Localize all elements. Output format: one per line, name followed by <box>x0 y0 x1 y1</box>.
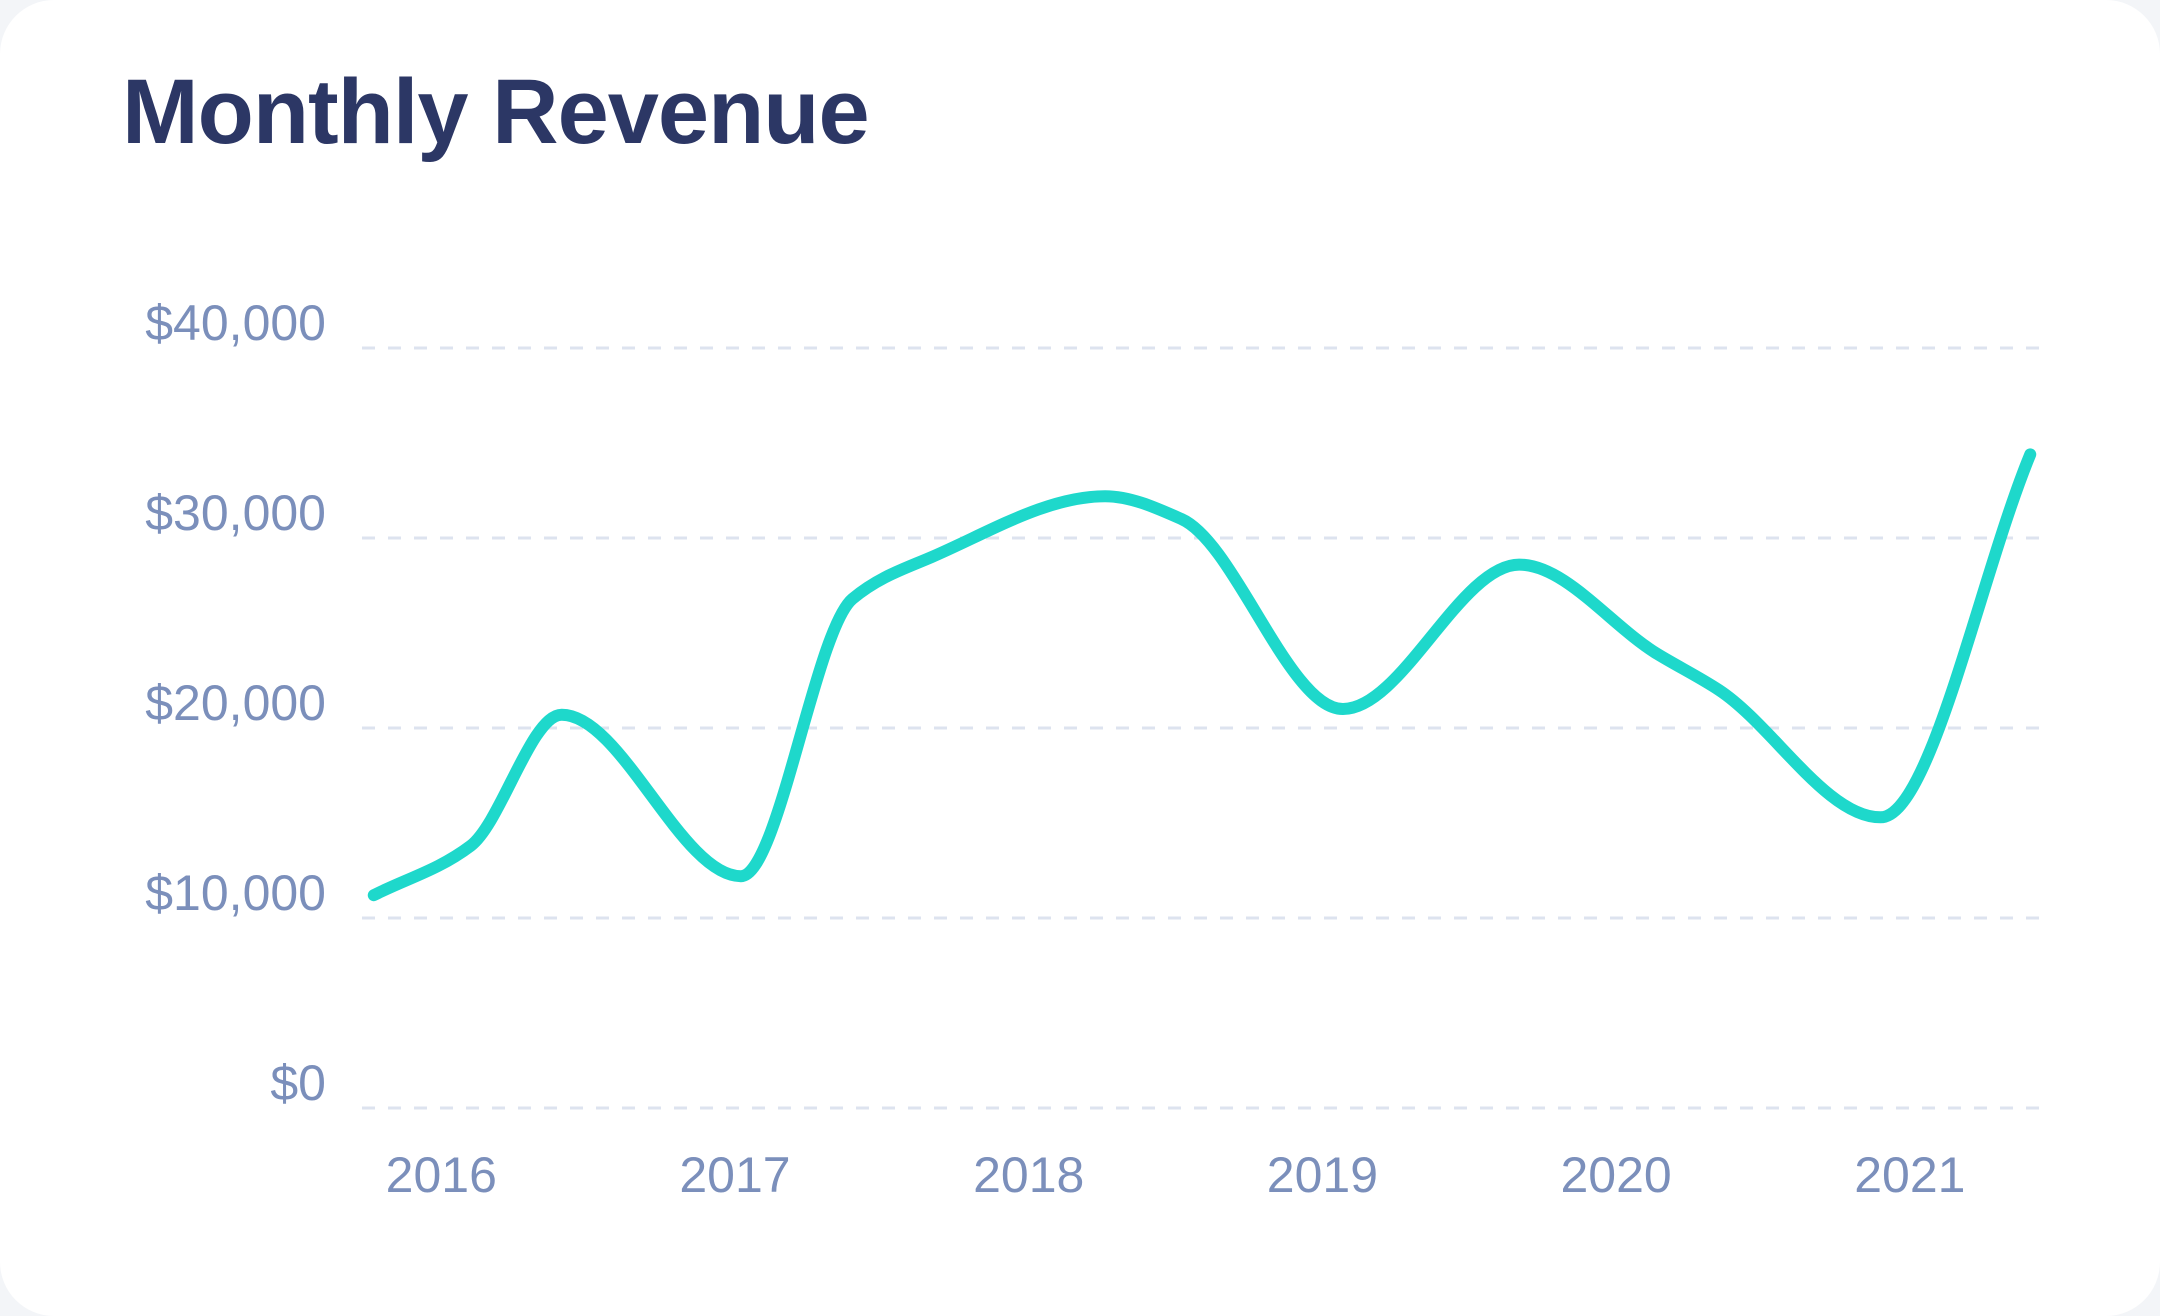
data-point <box>926 551 938 563</box>
data-point <box>1713 684 1725 696</box>
y-tick-label: $0 <box>270 1055 326 1111</box>
y-tick-label: $10,000 <box>145 865 326 921</box>
x-tick-label: 2017 <box>679 1147 790 1203</box>
y-tick-label: $20,000 <box>145 675 326 731</box>
y-axis-tick-labels: $0 $10,000 $20,000 $30,000 $40,000 <box>145 295 326 1111</box>
data-point <box>735 870 747 882</box>
data-point <box>846 593 858 605</box>
data-point <box>1651 648 1663 660</box>
data-point <box>1099 490 1111 502</box>
data-point <box>368 889 380 901</box>
x-axis-tick-labels: 2016 2017 2018 2019 2020 2021 <box>386 1147 1966 1203</box>
series-group <box>367 448 2037 902</box>
data-point <box>1175 513 1187 525</box>
y-tick-label: $30,000 <box>145 485 326 541</box>
data-point <box>2024 448 2036 460</box>
x-tick-label: 2018 <box>973 1147 1084 1203</box>
x-tick-label: 2019 <box>1267 1147 1378 1203</box>
data-point <box>465 840 477 852</box>
data-point <box>1874 811 1886 823</box>
gridlines <box>362 346 2042 1110</box>
x-tick-label: 2021 <box>1854 1147 1965 1203</box>
y-tick-label: $40,000 <box>145 295 326 351</box>
data-point <box>556 709 568 721</box>
data-point <box>1513 559 1525 571</box>
series-line <box>367 448 2037 902</box>
x-tick-label: 2016 <box>386 1147 497 1203</box>
chart-title: Monthly Revenue <box>122 61 870 163</box>
x-tick-label: 2020 <box>1561 1147 1672 1203</box>
data-point <box>1337 703 1349 715</box>
